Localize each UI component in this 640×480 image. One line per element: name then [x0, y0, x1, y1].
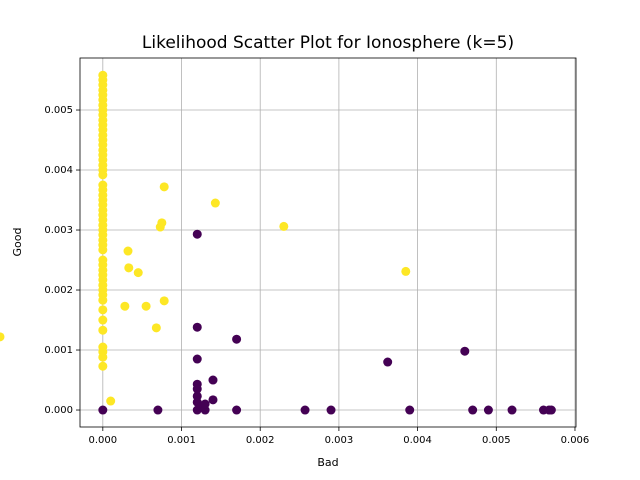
scatter-point: [232, 405, 242, 415]
x-tick-label: 0.003: [325, 435, 354, 446]
scatter-point: [98, 361, 108, 371]
scatter-point: [383, 357, 393, 367]
chart-title: Likelihood Scatter Plot for Ionosphere (…: [142, 33, 514, 53]
x-tick-label: 0.000: [89, 435, 118, 446]
scatter-point: [106, 396, 116, 406]
scatter-point: [159, 182, 169, 192]
scatter-point: [460, 346, 470, 356]
scatter-point: [98, 295, 108, 305]
scatter-point: [98, 325, 108, 335]
scatter-point: [98, 405, 108, 415]
scatter-point: [133, 268, 143, 278]
scatter-point: [507, 405, 517, 415]
scatter-point: [208, 395, 218, 405]
y-tick-label: 0.001: [44, 345, 73, 356]
scatter-point: [279, 221, 289, 231]
scatter-point: [208, 375, 218, 385]
scatter-point: [153, 405, 163, 415]
scatter-point: [151, 323, 161, 333]
x-tick-label: 0.005: [482, 435, 511, 446]
x-tick-label: 0.004: [403, 435, 432, 446]
scatter-point: [159, 296, 169, 306]
y-tick-label: 0.000: [44, 405, 73, 416]
scatter-point: [123, 246, 133, 256]
scatter-point: [120, 301, 130, 311]
scatter-point: [0, 332, 5, 342]
scatter-point: [98, 305, 108, 315]
y-tick-label: 0.005: [44, 105, 73, 116]
plot-frame: [79, 57, 577, 428]
scatter-point: [157, 218, 167, 228]
y-tick-label: 0.004: [44, 165, 73, 176]
scatter-point: [124, 263, 134, 273]
scatter-point: [210, 198, 220, 208]
x-tick-label: 0.002: [246, 435, 275, 446]
scatter-point: [192, 229, 202, 239]
scatter-point: [326, 405, 336, 415]
scatter-point: [192, 354, 202, 364]
scatter-point: [483, 405, 493, 415]
scatter-point: [192, 384, 202, 394]
scatter-point: [192, 322, 202, 332]
y-axis-label: Good: [11, 228, 24, 257]
x-axis-label: Bad: [317, 456, 338, 469]
scatter-point: [468, 405, 478, 415]
x-tick-label: 0.006: [561, 435, 590, 446]
scatter-point: [141, 301, 151, 311]
x-tick-label: 0.001: [167, 435, 196, 446]
scatter-point: [98, 245, 108, 255]
scatter-point: [98, 170, 108, 180]
scatter-point: [200, 399, 210, 409]
scatter-point: [546, 405, 556, 415]
scatter-point: [405, 405, 415, 415]
y-tick-label: 0.002: [44, 285, 73, 296]
y-tick-label: 0.003: [44, 225, 73, 236]
scatter-point: [300, 405, 310, 415]
scatter-point: [98, 352, 108, 362]
scatter-point: [98, 315, 108, 325]
scatter-point: [232, 334, 242, 344]
scatter-point: [401, 266, 411, 276]
